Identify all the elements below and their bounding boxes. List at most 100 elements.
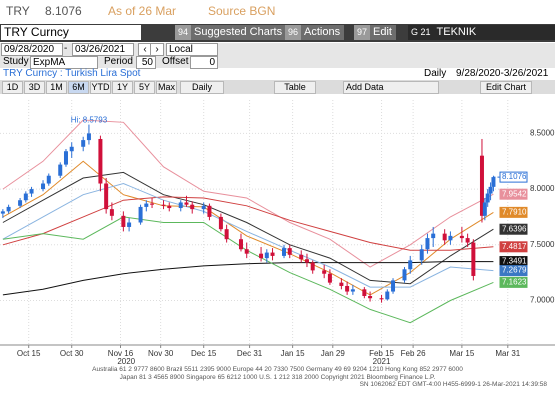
price-tag: 7.1623: [499, 276, 528, 288]
x-tick-label: Feb 26: [401, 349, 426, 358]
candle-body: [63, 151, 68, 165]
button-number: 96: [285, 25, 302, 40]
candle-body: [385, 291, 390, 300]
add-data-input[interactable]: Add Data: [343, 81, 439, 94]
year-label: 2021: [373, 357, 391, 365]
start-date[interactable]: 09/28/2020: [1, 43, 63, 56]
candle-body: [224, 229, 229, 240]
period-button[interactable]: 1M: [46, 81, 67, 94]
candle-body: [18, 200, 23, 206]
candle-body: [362, 289, 367, 296]
candle-body: [379, 298, 384, 300]
candle-body: [201, 205, 206, 210]
candle-body: [58, 164, 63, 176]
candle-body: [218, 216, 223, 230]
candle-body: [327, 273, 332, 283]
candle-body: [127, 222, 132, 227]
candle-body: [448, 235, 453, 241]
candle-body: [167, 205, 172, 209]
candle-body: [6, 206, 11, 212]
end-date[interactable]: 03/26/2021: [72, 43, 134, 56]
footer-line: Japan 81 3 4565 8900 Singapore 65 6212 1…: [119, 373, 436, 381]
period-button[interactable]: 5Y: [134, 81, 155, 94]
indicator-line: [2, 196, 494, 251]
footer: Australia 61 2 9777 8600 Brazil 5511 239…: [0, 366, 555, 389]
button-label: Suggested Charts: [194, 26, 283, 38]
period-input[interactable]: 50: [136, 56, 156, 69]
x-tick-label: Jan 29: [321, 349, 346, 358]
candle-body: [109, 209, 114, 216]
price-tag: 7.2679: [499, 265, 528, 277]
candle-body: [459, 235, 464, 239]
footer-line: SN 1062062 EDT GMT-4:00 H455-6999-1 26-M…: [359, 381, 547, 388]
edit-button[interactable]: 97 Edit: [354, 25, 396, 40]
as-of: As of 26 Mar: [108, 4, 177, 18]
period-button[interactable]: YTD: [90, 81, 111, 94]
candle-body: [442, 233, 447, 241]
currency-select[interactable]: Local CCY: [166, 43, 218, 66]
period-button[interactable]: 1D: [2, 81, 23, 94]
security-input[interactable]: TRY Curncy: [1, 25, 141, 40]
edit-chart-button[interactable]: Edit Chart: [480, 81, 532, 94]
table-button[interactable]: Table: [274, 81, 316, 94]
candle-body: [144, 203, 149, 207]
y-tick-label: 7.5000: [530, 240, 555, 249]
candle-body: [471, 242, 476, 276]
candle-body: [41, 183, 46, 190]
candle-body: [23, 193, 28, 201]
period-button[interactable]: 6M: [68, 81, 89, 94]
candle-body: [104, 183, 109, 210]
security-bar: TRY Curncy 94 Suggested Charts 96 Actions …: [0, 24, 555, 53]
year-label: 2020: [117, 357, 135, 365]
x-tick-label: Nov 30: [148, 349, 174, 358]
x-tick-label: Nov 16: [108, 349, 134, 358]
chart-toolbar: Daily Table Add Data Edit Chart 1D 3D 1M 6M…: [0, 80, 555, 94]
price-tag-label: 7.1623: [502, 277, 527, 286]
price-tag-label: 7.4817: [502, 242, 527, 251]
candle-body: [150, 203, 155, 205]
candle-body: [69, 146, 74, 152]
candle-body: [299, 254, 304, 260]
candle-body: [207, 205, 212, 217]
price-tag-box: [499, 241, 528, 253]
candle-body: [161, 204, 166, 206]
candle-body: [485, 193, 490, 203]
x-tick-label: Dec 31: [237, 349, 263, 358]
candle-body: [368, 296, 373, 299]
candle-body: [259, 253, 264, 259]
candle-body: [86, 133, 91, 141]
x-tick-label: Dec 15: [191, 349, 217, 358]
ticker: TRY: [6, 4, 30, 18]
period-button[interactable]: 3D: [24, 81, 45, 94]
study-select[interactable]: ExpMA: [30, 56, 98, 69]
actions-button[interactable]: 96 Actions: [285, 25, 345, 40]
candle-body: [488, 186, 493, 194]
period-button[interactable]: Max: [156, 81, 177, 94]
price-tag-label: 8.1076: [502, 172, 527, 181]
candle-body: [121, 215, 126, 227]
price-tag-box: [499, 276, 528, 288]
candle-body: [402, 269, 407, 281]
range-bar: 09/28/2020 - 03/26/2021 ‹ › Local CCY: [0, 43, 555, 66]
suggested-charts-button[interactable]: 94 Suggested Charts: [175, 25, 287, 40]
candle-body: [345, 285, 350, 292]
candle-body: [282, 248, 287, 256]
candle-body: [350, 289, 355, 292]
offset-label: Offset: [162, 56, 189, 67]
study-bar: Study ExpMA Period 50 Offset 0: [0, 56, 555, 69]
frequency-menu[interactable]: Daily: [180, 81, 224, 94]
price-tag: 8.1076: [499, 171, 528, 183]
range-dash: -: [64, 43, 68, 54]
chart-background: [0, 95, 555, 365]
candle-body: [0, 211, 5, 214]
candle-body: [287, 248, 292, 255]
offset-input[interactable]: 0: [190, 56, 218, 69]
period-button[interactable]: 1Y: [112, 81, 133, 94]
x-tick-label: Oct 30: [60, 349, 84, 358]
price-tag: 7.9542: [499, 188, 528, 200]
button-label: Actions: [304, 26, 341, 38]
price-tag-label: 7.3491: [502, 257, 527, 266]
quote-header: TRY 8.1076 As of 26 Mar Source BGN: [0, 0, 555, 20]
next-button[interactable]: ›: [150, 43, 164, 56]
